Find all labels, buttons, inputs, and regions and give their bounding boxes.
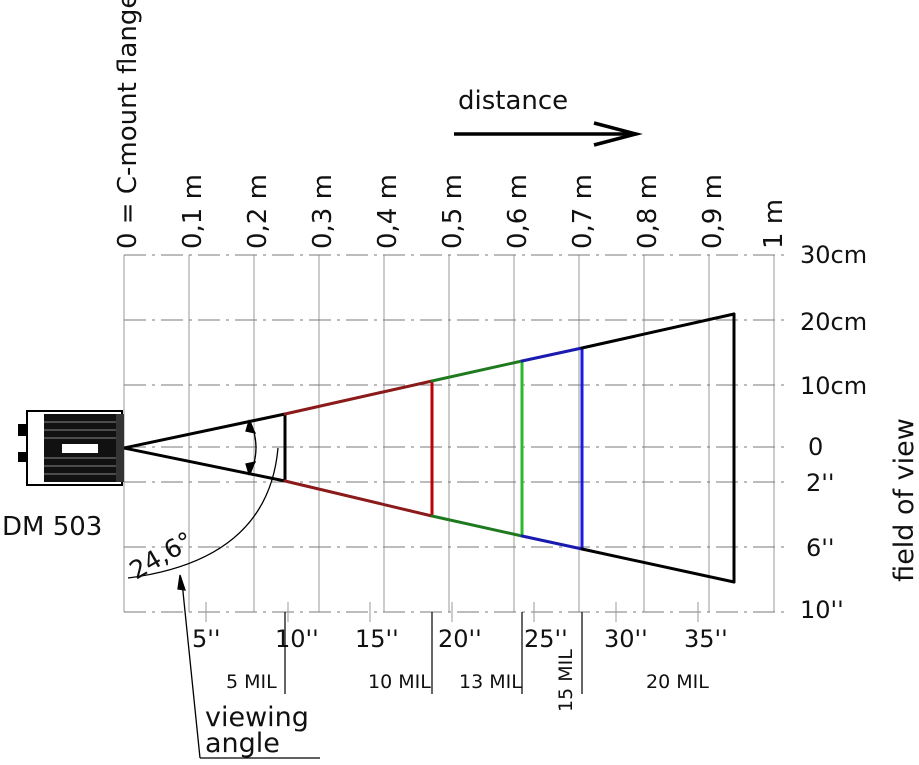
vertical-grid xyxy=(123,255,775,612)
device-connector xyxy=(18,424,28,436)
angle-leader xyxy=(181,581,201,759)
bottom-tick-label: 15'' xyxy=(355,625,399,653)
angle-leader-arrow xyxy=(177,574,186,591)
zone-separators xyxy=(284,612,583,694)
device-window xyxy=(62,444,98,453)
viewing-angle-value: 24,6° xyxy=(125,526,199,585)
top-tick-label: 0,5 m xyxy=(438,174,468,249)
top-tick-label: 0,2 m xyxy=(243,174,273,249)
right-tick-20cm: 20cm xyxy=(800,308,867,336)
top-axis-labels: 0 = C-mount flange 0,1 m 0,2 m 0,3 m 0,4… xyxy=(113,0,789,249)
device-name: DM 503 xyxy=(2,512,102,542)
viewing-angle-marker xyxy=(127,419,320,759)
cone-lower-10mil xyxy=(283,479,434,518)
resolution-labels: 5 MIL 10 MIL 13 MIL 15 MIL 20 MIL xyxy=(226,649,709,712)
distance-arrow-head xyxy=(593,121,643,147)
top-tick-label: 0,4 m xyxy=(373,174,403,249)
cone-upper-20mil xyxy=(580,312,736,350)
right-tick-0: 0 xyxy=(808,433,823,461)
bottom-tick-label: 5'' xyxy=(192,625,220,653)
angle-arrow-bottom xyxy=(245,461,257,476)
cone-lower-start xyxy=(122,446,287,483)
bottom-tick-label: 20'' xyxy=(438,625,482,653)
right-tick-10in: 10'' xyxy=(800,596,844,624)
resolution-label-20mil: 20 MIL xyxy=(646,671,709,693)
bottom-tick-label: 10'' xyxy=(275,625,319,653)
right-tick-30cm: 30cm xyxy=(800,241,867,269)
top-tick-label: 1 m xyxy=(759,199,789,249)
top-tick-label: 0,6 m xyxy=(503,174,533,249)
top-tick-label: 0,1 m xyxy=(178,174,208,249)
top-tick-label: 0,9 m xyxy=(698,174,728,249)
top-tick-label: 0,3 m xyxy=(308,174,338,249)
right-axis-labels: 30cm 20cm 10cm 0 2'' 6'' 10'' xyxy=(800,241,867,624)
distance-arrow xyxy=(454,121,643,147)
cone-lower-13mil xyxy=(430,514,524,538)
cone-upper-10mil xyxy=(283,379,434,416)
resolution-label-5mil: 5 MIL xyxy=(226,671,277,693)
device-connector xyxy=(18,452,28,462)
right-tick-6in: 6'' xyxy=(806,534,834,562)
resolution-label-15mil: 15 MIL xyxy=(555,649,577,712)
cone-lower-20mil xyxy=(580,547,736,584)
bottom-tick-label: 30'' xyxy=(604,625,648,653)
inch-ticks xyxy=(205,602,699,622)
right-tick-10cm: 10cm xyxy=(800,372,867,400)
resolution-label-10mil: 10 MIL xyxy=(368,671,431,693)
cone-lower-15mil xyxy=(520,534,584,551)
horizontal-grid xyxy=(124,254,790,613)
bottom-axis-labels: 5'' 10'' 15'' 20'' 25'' 30'' 35'' xyxy=(192,625,728,653)
resolution-label-13mil: 13 MIL xyxy=(459,671,522,693)
cone-upper-15mil xyxy=(520,346,584,363)
angle-arrow-top xyxy=(245,419,257,434)
bottom-tick-label: 25'' xyxy=(524,625,568,653)
cone-upper-start xyxy=(122,412,287,450)
top-tick-label: 0,7 m xyxy=(568,174,598,249)
bottom-tick-label: 35'' xyxy=(684,625,728,653)
right-tick-2in: 2'' xyxy=(806,469,834,497)
origin-label: 0 = C-mount flange xyxy=(113,0,143,249)
distance-label: distance xyxy=(458,86,568,116)
device-front xyxy=(116,414,124,482)
field-of-view-title: field of view xyxy=(889,418,919,582)
viewing-angle-label-1: viewing xyxy=(205,702,309,733)
angle-arc-outer xyxy=(127,447,279,579)
viewing-angle-label-2: angle xyxy=(205,728,280,759)
top-tick-label: 0,8 m xyxy=(633,174,663,249)
device-fins xyxy=(44,421,116,475)
device-icon xyxy=(18,410,124,486)
cone-upper-13mil xyxy=(430,359,524,383)
fov-cone xyxy=(122,312,736,584)
